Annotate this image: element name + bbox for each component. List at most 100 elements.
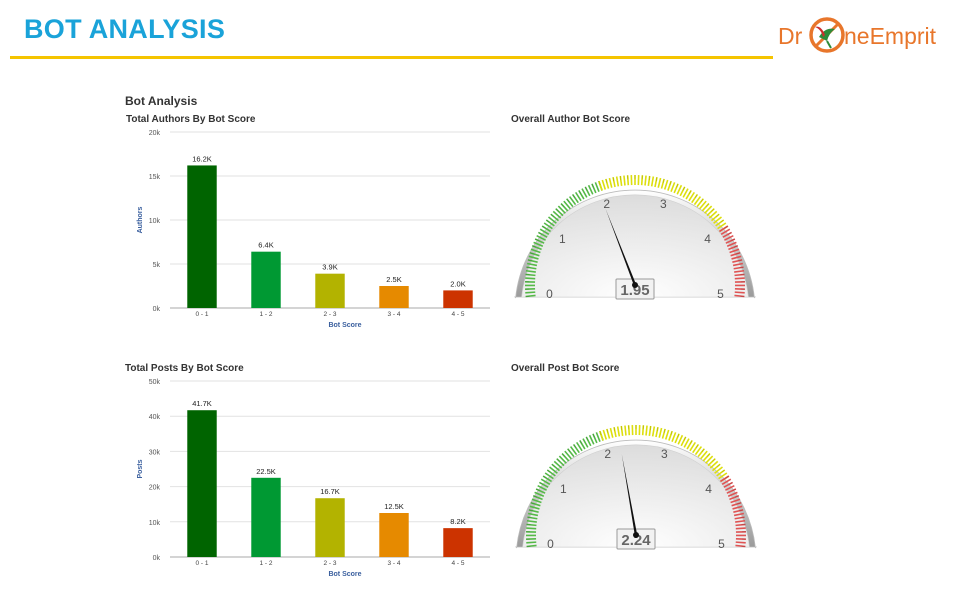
- x-tick-label: 3 - 4: [387, 311, 400, 318]
- gauge-band-tick: [530, 502, 541, 507]
- gauge-pivot: [633, 532, 639, 538]
- gauge-band-tick: [626, 175, 630, 186]
- gauge-minor-tick: [586, 436, 589, 441]
- data-label: 16.2K: [192, 154, 212, 163]
- gauge-band-tick: [598, 180, 603, 191]
- gauge-tick-label: 3: [660, 197, 667, 211]
- gauge-band-tick: [734, 516, 745, 520]
- gauge-minor-tick: [556, 458, 560, 462]
- gauge-minor-tick: [527, 259, 532, 262]
- gauge-band-tick: [706, 208, 715, 217]
- gauge-minor-tick: [706, 203, 710, 207]
- gauge-minor-tick: [591, 183, 594, 188]
- gauge-band-tick: [568, 196, 577, 206]
- bar: [187, 165, 217, 308]
- gauge-minor-tick: [656, 427, 659, 432]
- gauge-band-tick: [608, 177, 613, 188]
- gauge-band-tick: [683, 438, 690, 448]
- gauge-band-tick: [627, 425, 631, 436]
- gauge-band-tick: [640, 175, 644, 186]
- bar: [443, 290, 473, 308]
- gauge-band-tick: [529, 252, 540, 257]
- gauge-minor-tick: [721, 469, 725, 473]
- gauge-minor-tick: [606, 428, 609, 433]
- bar: [315, 498, 345, 557]
- gauge-band-tick: [543, 222, 553, 230]
- gauge-band-tick: [601, 179, 607, 190]
- authors-chart-title: Total Authors By Bot Score: [126, 114, 256, 125]
- gauge-band-tick: [613, 427, 617, 438]
- y-axis-label: Posts: [137, 459, 144, 478]
- gauge-band-tick: [560, 203, 569, 212]
- gauge-minor-tick: [737, 502, 742, 505]
- gauge-band-tick: [722, 231, 732, 238]
- gauge-band-tick: [726, 241, 737, 247]
- gauge-band-tick: [735, 541, 746, 544]
- gauge-minor-tick: [566, 198, 570, 203]
- gauge-band-tick: [537, 484, 547, 491]
- bar: [315, 273, 345, 308]
- gauge-band-tick: [714, 466, 723, 474]
- gauge-band-tick: [730, 498, 741, 504]
- gauge-band-tick: [588, 434, 595, 445]
- gauge-band-tick: [717, 222, 727, 230]
- y-tick-label: 0k: [153, 306, 161, 313]
- gauge-band-tick: [732, 505, 743, 510]
- gauge-band-tick: [527, 516, 538, 520]
- gauge-minor-tick: [677, 433, 680, 438]
- gauge-band-tick: [558, 455, 567, 464]
- gauge-band-tick: [525, 294, 536, 298]
- gauge-band-tick: [584, 186, 591, 197]
- gauge-minor-tick: [683, 436, 686, 441]
- gauge-band-tick: [581, 188, 588, 198]
- gauge-minor-tick: [655, 177, 658, 182]
- gauge-band-tick: [725, 238, 736, 244]
- bar: [251, 251, 281, 308]
- gauge-minor-tick: [682, 186, 685, 191]
- gauge-needle: [605, 208, 637, 286]
- gauge-face: [520, 194, 750, 298]
- gauge-band-tick: [592, 433, 598, 444]
- gauge-band-tick: [591, 183, 597, 194]
- gauge-band-tick: [689, 441, 697, 452]
- gauge-band-tick: [735, 527, 746, 530]
- gauge-band-tick: [713, 216, 722, 224]
- x-tick-label: 2 - 3: [323, 560, 336, 567]
- gauge-minor-tick: [694, 194, 698, 198]
- gauge-band-tick: [701, 203, 710, 212]
- gauge-minor-tick: [532, 245, 537, 248]
- gauge-minor-tick: [736, 252, 741, 255]
- gauge-minor-tick: [733, 245, 738, 248]
- gauge-band-tick: [720, 228, 731, 235]
- gauge-minor-tick: [578, 190, 582, 195]
- author-gauge-title: Overall Author Bot Score: [511, 114, 631, 125]
- gauge-band-tick: [531, 498, 542, 504]
- x-tick-label: 3 - 4: [387, 560, 400, 567]
- bar: [251, 477, 281, 557]
- gauge-minor-tick: [547, 469, 551, 473]
- gauge-tick-label: 4: [705, 482, 712, 496]
- gauge-tick-label: 4: [704, 232, 711, 246]
- gauge-band-tick: [700, 450, 708, 460]
- gauge-minor-tick: [712, 458, 716, 462]
- bar: [443, 528, 473, 557]
- y-tick-label: 30k: [149, 449, 161, 456]
- gauge-band-tick: [708, 210, 718, 219]
- gauge-minor-tick: [579, 440, 583, 445]
- gauge-band-tick: [729, 495, 740, 501]
- x-axis-label: Bot Score: [328, 571, 361, 578]
- logo-text-start: Dr: [778, 23, 803, 49]
- gauge-minor-tick: [731, 238, 736, 241]
- gauge-band-tick: [546, 469, 556, 477]
- gauge-minor-tick: [648, 175, 650, 180]
- gauge-minor-tick: [728, 482, 733, 485]
- y-tick-label: 50k: [149, 379, 161, 386]
- gauge-band-tick: [555, 208, 564, 217]
- data-label: 8.2K: [450, 517, 465, 526]
- y-tick-label: 40k: [149, 414, 161, 421]
- gauge-band-tick: [735, 519, 746, 523]
- gauge-minor-tick: [724, 225, 729, 229]
- gauge-band-tick: [615, 176, 620, 187]
- gauge-band-tick: [544, 472, 554, 480]
- gauge-minor-tick: [555, 208, 559, 212]
